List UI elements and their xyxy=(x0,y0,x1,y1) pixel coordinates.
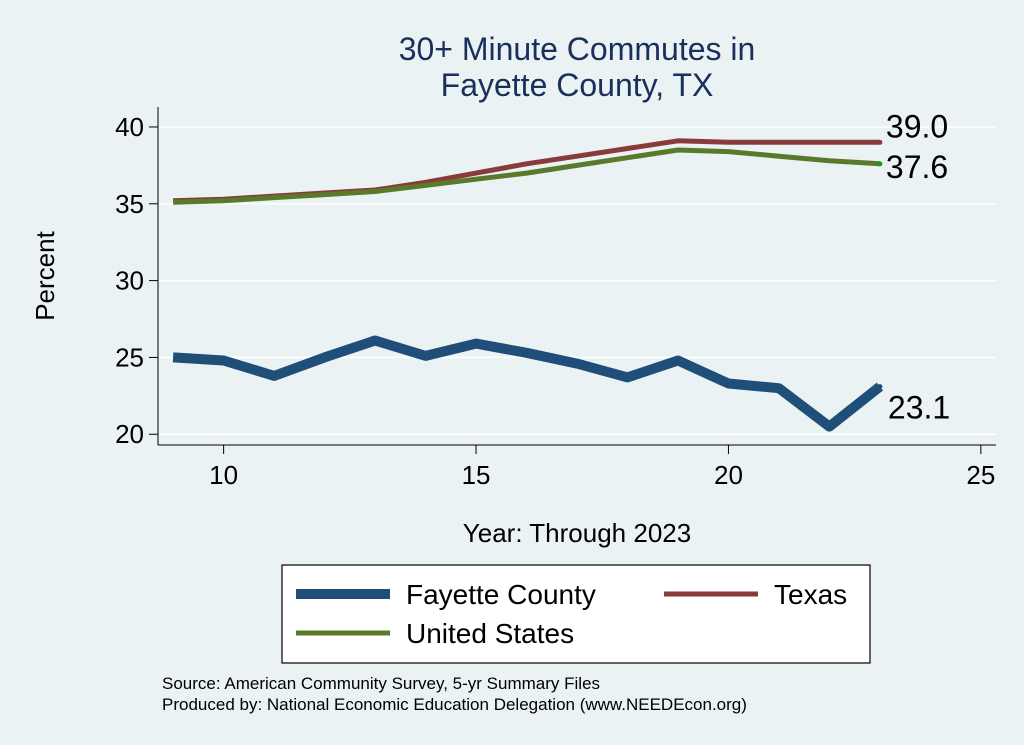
chart-title-line-2: Fayette County, TX xyxy=(441,67,714,103)
series-lines xyxy=(172,138,884,432)
x-tick-label-25: 25 xyxy=(966,460,995,490)
y-tick-label-35: 35 xyxy=(115,189,144,219)
axes xyxy=(157,107,996,446)
y-tick-label-30: 30 xyxy=(115,266,144,296)
source-line-1: Source: American Community Survey, 5-yr … xyxy=(162,674,600,693)
legend-label-fayette-county: Fayette County xyxy=(406,579,596,610)
end-point-united-states xyxy=(877,161,883,167)
legend-label-united-states: United States xyxy=(406,618,574,649)
x-axis-ticks: 10 15 20 25 xyxy=(209,445,995,490)
x-tick-label-10: 10 xyxy=(209,460,238,490)
legend: Fayette County Texas United States xyxy=(281,564,871,664)
end-label-texas: 39.0 xyxy=(886,108,948,144)
gridlines xyxy=(158,126,996,435)
y-tick-label-20: 20 xyxy=(115,419,144,449)
y-axis-ticks: 20 25 30 35 40 xyxy=(115,112,158,449)
end-point-texas xyxy=(877,139,883,145)
chart-title-line-1: 30+ Minute Commutes in xyxy=(399,31,756,67)
y-tick-label-25: 25 xyxy=(115,342,144,372)
end-labels: 23.1 39.0 37.6 xyxy=(886,108,950,425)
x-tick-label-20: 20 xyxy=(714,460,743,490)
series-line-fayette-county xyxy=(172,335,884,432)
source-line-2: Produced by: National Economic Education… xyxy=(162,695,747,714)
y-axis-title: Percent xyxy=(30,230,60,320)
series-line-united-states xyxy=(173,147,881,205)
y-tick-label-40: 40 xyxy=(115,112,144,142)
legend-box xyxy=(281,564,871,664)
legend-label-texas: Texas xyxy=(774,579,847,610)
end-label-fayette-county: 23.1 xyxy=(888,390,950,426)
x-tick-label-15: 15 xyxy=(462,460,491,490)
end-label-united-states: 37.6 xyxy=(886,149,948,185)
x-axis-title: Year: Through 2023 xyxy=(463,518,691,548)
end-point-fayette-county xyxy=(877,384,883,390)
